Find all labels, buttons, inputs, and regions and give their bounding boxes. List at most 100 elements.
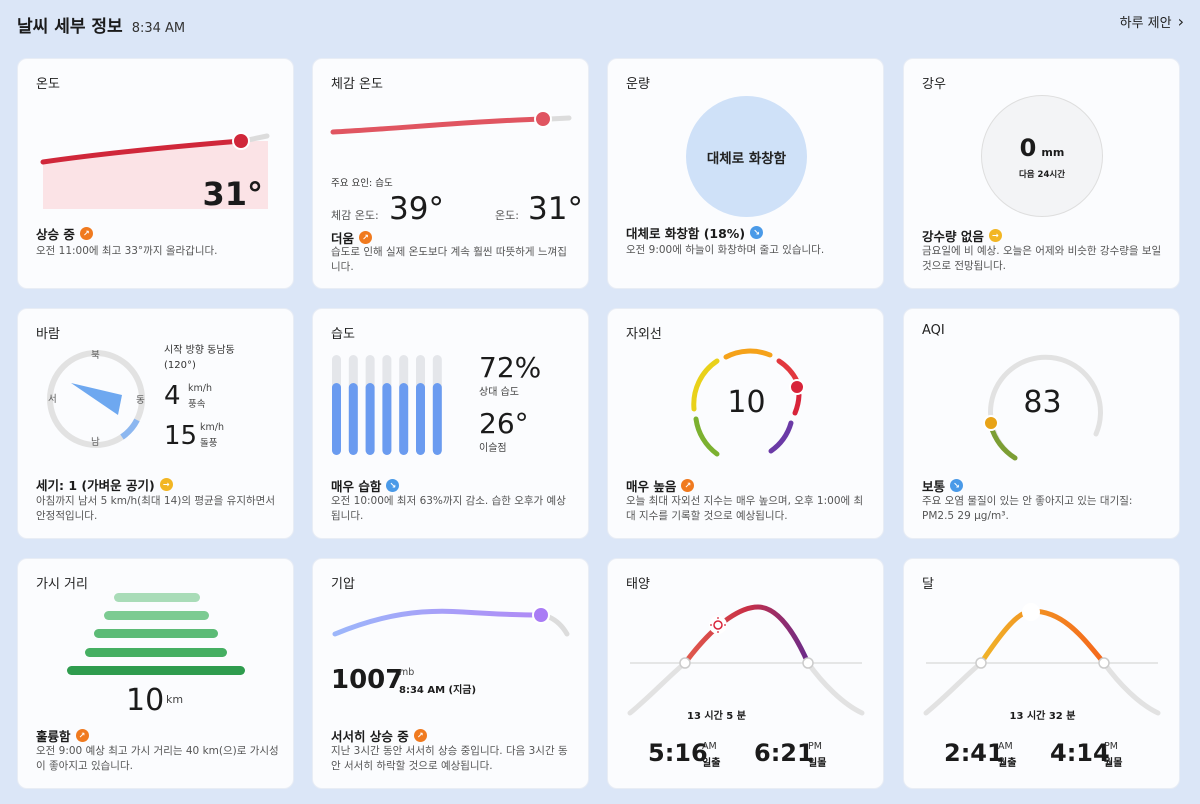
humidity-bar-fill (416, 383, 425, 455)
humidity-bar-fill (382, 383, 392, 455)
precipitation-amount: 0 (1019, 134, 1037, 162)
card-title: 기압 (331, 577, 355, 592)
status-label: 세기: 1 (가벼운 공기) → (36, 475, 173, 494)
status-label: 서서히 상승 중 ↗ (331, 726, 427, 745)
sun-card[interactable]: 태양 13 시간 5 분 5:16 AM 일출 6:21 PM 일몰 (607, 558, 884, 789)
pressure-value: 1007 (331, 665, 404, 695)
humidity-bar-fill (365, 383, 375, 455)
card-title: 자외선 (626, 327, 662, 342)
moonrise-label: 월출 (998, 758, 1017, 769)
status-label: 보통 ↘ (922, 476, 964, 495)
wind-direction: 시작 방향 동남동 (120°) (164, 345, 235, 371)
gust-label: 돌풍 (200, 438, 218, 449)
aqi-card[interactable]: AQI 83 보통 ↘ 주요 오염 물질이 있는 안 좋아지고 있는 대기질: … (903, 308, 1180, 539)
temperature-card[interactable]: 온도 31° 상승 중 ↗ 오전 11:00에 최고 33°까지 올라갑니다. (17, 58, 294, 289)
main-factor: 주요 요인: 습도 (331, 178, 393, 189)
moon-card[interactable]: 달 13 시간 32 분 2:41 AM 월출 4:14 PM 월몰 (903, 558, 1180, 789)
description: 지난 3시간 동안 서서히 상승 중입니다. 다음 3시간 동안 서서히 하락할… (331, 745, 568, 772)
humidity-bar-fill (348, 383, 358, 455)
description: 아침까지 남서 5 km/h(최대 14)의 평균을 유지하면서 안정적입니다. (36, 495, 275, 522)
pressure-trend-chart (332, 606, 570, 637)
status-label: 매우 높음 ↗ (626, 476, 695, 495)
compass-north: 북 (91, 350, 100, 361)
status-label: 대체로 화창함 (18%) ↘ (626, 223, 764, 242)
header: 날씨 세부 정보 8:34 AM (17, 12, 185, 38)
precipitation-period: 다음 24시간 (1018, 170, 1066, 180)
card-title: 달 (922, 577, 934, 592)
wind-speed: 4 (164, 381, 181, 411)
humidity-bar-fill (332, 383, 341, 455)
moon-icon (1022, 603, 1040, 621)
page-title: 날씨 세부 정보 (17, 17, 123, 37)
aqi-gauge (983, 354, 1103, 461)
trend-down-icon: ↘ (950, 479, 964, 492)
moon-duration: 13 시간 32 분 (1009, 711, 1076, 722)
status-label: 더움 ↗ (331, 228, 373, 247)
description: 습도로 인해 실제 온도보다 계속 훨씬 따뜻하게 느껴집니다. (331, 246, 567, 273)
trend-up-icon: ↗ (79, 227, 93, 240)
feels-like-trend-chart (330, 110, 572, 135)
precipitation-card[interactable]: 강우 0 mm 다음 24시간 강수량 없음 → 금요일에 비 예상. 오늘은 … (903, 58, 1180, 289)
compass-west: 서 (48, 394, 57, 405)
gust-unit: km/h (200, 422, 224, 433)
wind-speed-unit: km/h (188, 383, 212, 394)
visibility-bar (114, 593, 200, 602)
cloud-cover-label: 대체로 화창함 (706, 150, 787, 167)
wind-compass (47, 350, 145, 448)
card-title: 운량 (626, 77, 650, 92)
uv-value: 10 (727, 385, 766, 420)
daily-suggestion-link[interactable]: 하루 제안 › (1120, 12, 1184, 31)
card-title: 바람 (36, 327, 60, 342)
card-title: 온도 (36, 77, 60, 92)
humidity-bar-fill (399, 383, 409, 455)
moon-path-chart (923, 603, 1161, 716)
feels-label: 체감 온도: (331, 209, 379, 222)
humidity-bars-chart (332, 355, 442, 455)
card-title: 태양 (626, 577, 650, 592)
trend-down-icon: ↘ (386, 479, 400, 492)
description: 오늘 최대 자외선 지수는 매우 높으며, 오후 1:00에 최대 지수를 기록… (626, 495, 864, 522)
pressure-card[interactable]: 기압 1007 mb 8:34 AM (지금) 서서히 상승 중 ↗ 지난 3시… (312, 558, 589, 789)
temperature-trend-chart (40, 132, 270, 209)
visibility-bar (94, 629, 218, 638)
humidity-card[interactable]: 습도 72% 상대 습도 26° 이슬점 매우 습함 ↘ 오전 10:00에 최… (312, 308, 589, 539)
cloud-cover-card[interactable]: 운량 대체로 화창함 대체로 화창함 (18%) ↘ 오전 9:00에 하늘이 … (607, 58, 884, 289)
sunrise-label: 일출 (702, 758, 721, 769)
status-text: 강수량 없음 (922, 229, 984, 244)
wind-card[interactable]: 바람 북 동 남 서 시작 방향 동남동 (120°) 4 km/h 풍속 15… (17, 308, 294, 539)
status-text: 대체로 화창함 (18%) (626, 226, 746, 241)
gust-speed: 15 (164, 421, 198, 451)
status-text: 보통 (922, 479, 946, 494)
visibility-bar (85, 648, 227, 657)
humidity-label: 상대 습도 (479, 387, 519, 398)
actual-temp-label: 온도: (495, 209, 519, 222)
dew-point-label: 이슬점 (479, 443, 507, 454)
trend-up-icon: ↗ (75, 729, 89, 742)
uv-gauge (691, 348, 805, 457)
feels-like-card[interactable]: 체감 온도 주요 요인: 습도 체감 온도: 39° 온도: 31° 더움 ↗ … (312, 58, 589, 289)
humidity-value: 72% (479, 351, 542, 384)
visibility-unit: km (166, 693, 184, 706)
status-text: 상승 중 (36, 227, 75, 242)
current-time: 8:34 AM (131, 21, 186, 36)
moonset-label: 월몰 (1104, 758, 1123, 769)
wind-arrow-icon (71, 383, 122, 415)
temperature-value: 31° (202, 175, 263, 213)
description: 오전 11:00에 최고 33°까지 올라갑니다. (36, 245, 218, 257)
dew-point-value: 26° (479, 407, 529, 440)
status-text: 세기: 1 (가벼운 공기) (36, 478, 155, 493)
status-label: 강수량 없음 → (922, 226, 1002, 245)
moonrise-time: 2:41 (944, 739, 1004, 767)
sunset-label: 일몰 (808, 758, 827, 769)
status-label: 매우 습함 ↘ (331, 476, 400, 495)
description: 오전 9:00에 하늘이 화창하며 줄고 있습니다. (626, 244, 825, 256)
card-title: 가시 거리 (36, 577, 88, 592)
uv-index-card[interactable]: 자외선 10 매우 높음 ↗ 오늘 최대 자외선 지수는 매우 높으며, 오후 … (607, 308, 884, 539)
description: 오전 9:00 예상 최고 가시 거리는 40 km(으)로 가시성이 좋아지고… (36, 745, 279, 772)
visibility-value: 10 (126, 683, 165, 718)
sun-icon (709, 616, 727, 634)
description: 오전 10:00에 최저 63%까지 감소. 습한 오후가 예상됩니다. (331, 495, 566, 522)
status-label: 훌륭함 ↗ (36, 726, 89, 745)
visibility-card[interactable]: 가시 거리 10 km 훌륭함 ↗ 오전 9:00 예상 최고 가시 거리는 4… (17, 558, 294, 789)
cloud-cover-circle: 대체로 화창함 (686, 96, 807, 217)
